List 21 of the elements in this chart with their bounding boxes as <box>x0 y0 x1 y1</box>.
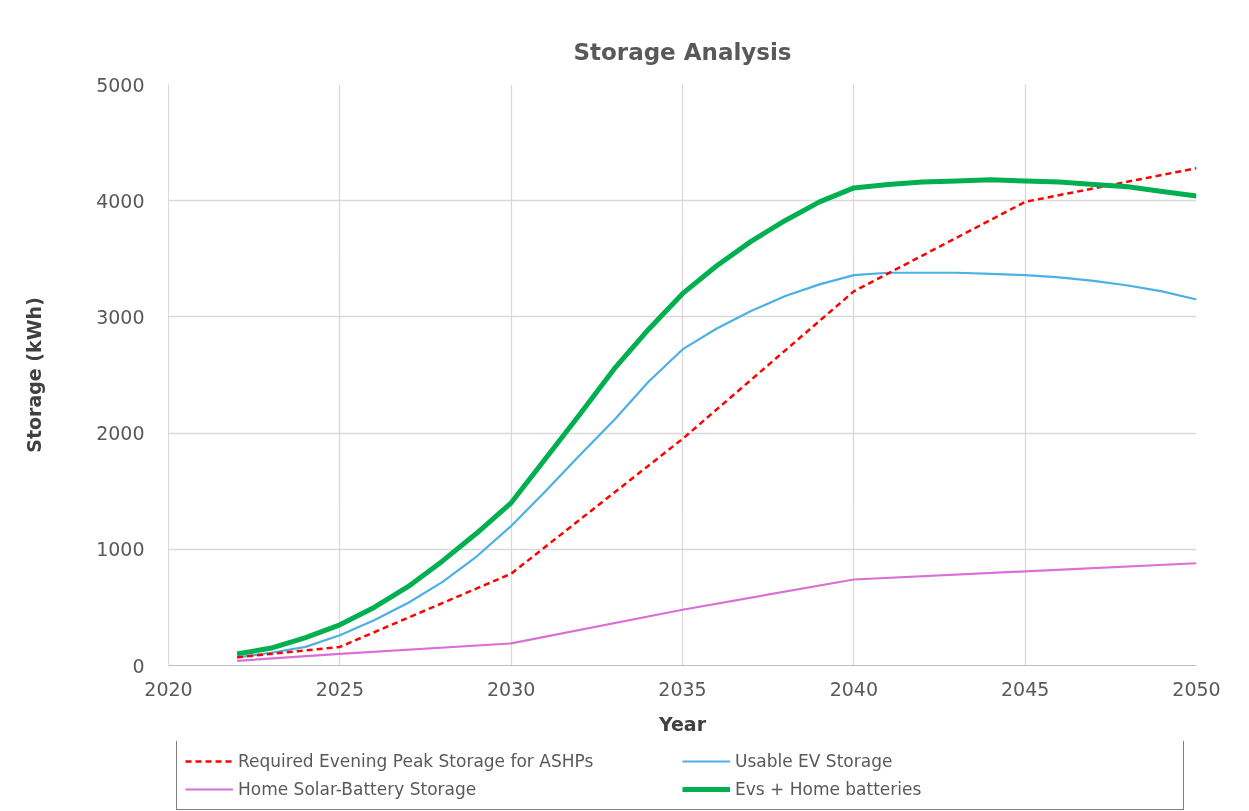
y-tick-label: 3000 <box>96 305 145 328</box>
legend-label: Home Solar-Battery Storage <box>238 778 478 801</box>
x-axis-title: Year <box>657 712 707 735</box>
y-tick-label: 4000 <box>96 189 145 212</box>
y-axis-title: Storage (kWh) <box>23 297 46 453</box>
x-tick-label: 2020 <box>144 677 193 700</box>
y-tick-label: 5000 <box>96 73 145 96</box>
line-series <box>235 562 1197 662</box>
x-tick-label: 2045 <box>1000 677 1050 700</box>
x-tick-label: 2035 <box>658 677 707 700</box>
chart-title: Storage Analysis <box>573 38 792 65</box>
legend-label: Required Evening Peak Storage for ASHPs <box>238 750 595 773</box>
x-tick-label: 2040 <box>829 677 879 700</box>
legend-label: Usable EV Storage <box>735 750 894 773</box>
legend-label: Evs + Home batteries <box>735 778 923 801</box>
x-tick-label: 2050 <box>1172 677 1221 700</box>
x-tick-label: 2030 <box>486 677 536 700</box>
y-tick-label: 1000 <box>96 538 145 561</box>
y-tick-label: 0 <box>132 654 145 677</box>
x-tick-label: 2025 <box>315 677 365 700</box>
y-tick-label: 2000 <box>96 422 145 445</box>
